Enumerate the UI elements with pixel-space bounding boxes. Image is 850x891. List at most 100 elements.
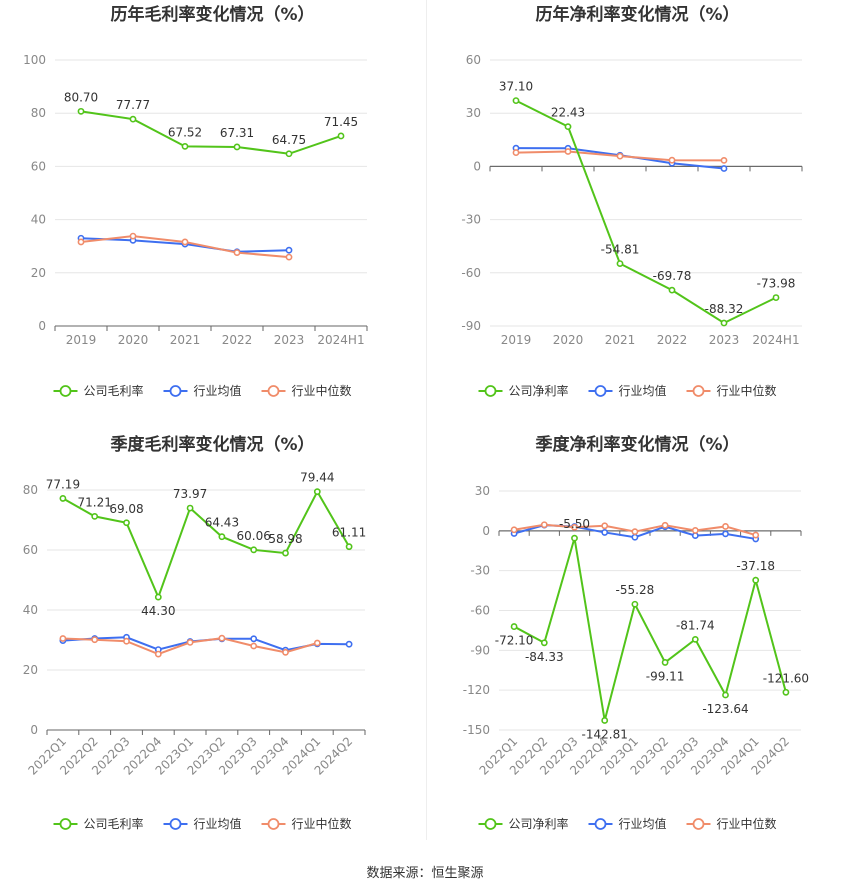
x-tick-label: 2020 <box>553 333 584 347</box>
data-point <box>601 717 609 724</box>
data-point <box>564 148 572 155</box>
data-label: -142.81 <box>582 727 628 741</box>
data-label: -99.11 <box>646 669 685 683</box>
legend-label: 行业中位数 <box>292 816 352 831</box>
legend-item-industry_median[interactable]: 行业中位数 <box>686 383 777 398</box>
data-point <box>129 232 137 240</box>
data-label: 37.10 <box>499 80 533 94</box>
chart-legend: 公司净利率 行业均值 行业中位数 <box>478 383 777 398</box>
data-point <box>218 533 226 541</box>
data-point <box>564 123 572 131</box>
chart-title: 历年净利率变化情况（%） <box>535 4 739 25</box>
legend-label: 行业中位数 <box>292 383 352 398</box>
x-tick-label: 2021 <box>605 333 636 347</box>
y-tick-label: 30 <box>466 106 481 120</box>
y-tick-label: 30 <box>475 484 490 498</box>
data-label: 58.98 <box>268 532 302 546</box>
data-label: 71.21 <box>78 495 112 509</box>
legend-marker <box>267 385 280 397</box>
legend-marker <box>594 818 607 830</box>
data-point <box>752 576 760 584</box>
data-point <box>233 249 241 256</box>
y-tick-label: -30 <box>470 564 490 578</box>
y-tick-label: 0 <box>473 159 481 173</box>
legend-label: 行业均值 <box>619 816 667 831</box>
legend-marker <box>484 818 497 830</box>
data-label: 67.52 <box>168 125 202 139</box>
legend-item-industry_median[interactable]: 行业中位数 <box>261 383 352 398</box>
data-label: 44.30 <box>141 604 175 618</box>
legend-marker <box>59 818 72 830</box>
data-point <box>720 165 728 172</box>
data-point <box>154 650 162 658</box>
data-point <box>668 156 676 164</box>
legend-label: 公司毛利率 <box>84 816 144 831</box>
data-label: -73.98 <box>757 277 796 291</box>
legend-item-industry_avg[interactable]: 行业均值 <box>588 816 667 831</box>
series-company: 80.70 77.77 67.52 67.31 64.75 71.45 <box>64 90 358 158</box>
legend-item-company[interactable]: 公司净利率 <box>478 816 569 831</box>
series-company: 37.10 22.43 -54.81 -69.78 -88.32 -73.98 <box>499 80 796 327</box>
y-tick-label: 100 <box>23 53 46 67</box>
data-label: 67.31 <box>220 126 254 140</box>
data-point <box>752 531 760 539</box>
series-line-company <box>80 110 342 155</box>
data-label: 64.43 <box>205 516 239 530</box>
x-tick-label: 2019 <box>501 333 532 347</box>
chart-annual-net-margin: 历年净利率变化情况（%） -90 -60 -30 0 30 60 2019 2020 2021 20… <box>425 0 850 415</box>
data-point <box>631 600 639 608</box>
y-tick-label: 60 <box>31 159 46 173</box>
panel-divider <box>426 0 427 840</box>
data-point <box>123 637 130 645</box>
data-point <box>91 636 99 644</box>
y-tick-label: 80 <box>23 483 38 497</box>
data-point <box>77 238 85 246</box>
chart-legend: 公司毛利率 行业均值 行业中位数 <box>53 816 352 831</box>
data-point <box>285 253 293 261</box>
data-point <box>540 639 548 647</box>
legend-item-industry_median[interactable]: 行业中位数 <box>686 816 777 831</box>
legend-item-company[interactable]: 公司毛利率 <box>53 383 144 398</box>
legend-item-industry_avg[interactable]: 行业均值 <box>163 383 242 398</box>
data-label: -72.10 <box>495 634 534 648</box>
chart-svg: 历年毛利率变化情况（%） 0 20 40 60 80 100 2019 2020 2021 2022… <box>23 4 368 398</box>
legend-item-company[interactable]: 公司净利率 <box>478 383 569 398</box>
legend-item-company[interactable]: 公司毛利率 <box>53 816 144 831</box>
chart-svg: 季度毛利率变化情况（%）0204060802022Q12022Q22022Q32… <box>23 434 367 831</box>
x-tick-label: 2019 <box>66 333 97 347</box>
y-tick-label: -60 <box>470 604 490 618</box>
data-point <box>282 648 289 656</box>
legend-item-industry_median[interactable]: 行业中位数 <box>261 816 352 831</box>
legend-item-industry_avg[interactable]: 行业均值 <box>163 816 242 831</box>
data-point <box>91 512 99 520</box>
data-label: 64.75 <box>272 133 306 147</box>
data-point <box>129 115 137 123</box>
series-line-company <box>513 537 787 721</box>
legend-marker <box>59 385 72 397</box>
data-point <box>540 521 548 529</box>
y-tick-label: 40 <box>31 213 46 227</box>
data-point <box>616 260 624 267</box>
data-label: -88.32 <box>705 302 744 316</box>
data-point <box>571 523 578 531</box>
data-label: 71.45 <box>324 115 358 129</box>
legend-item-industry_avg[interactable]: 行业均值 <box>588 383 667 398</box>
data-point <box>250 642 258 650</box>
data-point <box>77 107 85 115</box>
chart-svg: 季度净利率变化情况（%）-150-120-90-60-300302022Q120… <box>463 434 809 831</box>
data-point <box>720 319 728 327</box>
y-tick-label: 60 <box>466 53 481 67</box>
data-point <box>722 523 729 530</box>
data-point <box>233 143 241 151</box>
legend-label: 行业均值 <box>194 383 242 398</box>
y-tick-label: -90 <box>461 319 481 333</box>
legend-label: 行业均值 <box>194 816 242 831</box>
x-tick-label: 2024H1 <box>752 333 799 347</box>
data-point <box>337 132 345 140</box>
x-tick-label: 2022 <box>657 333 688 347</box>
y-tick-label: -60 <box>461 266 481 280</box>
legend-label: 行业均值 <box>619 383 667 398</box>
data-point <box>181 238 189 246</box>
x-tick-label: 2023 <box>274 333 305 347</box>
